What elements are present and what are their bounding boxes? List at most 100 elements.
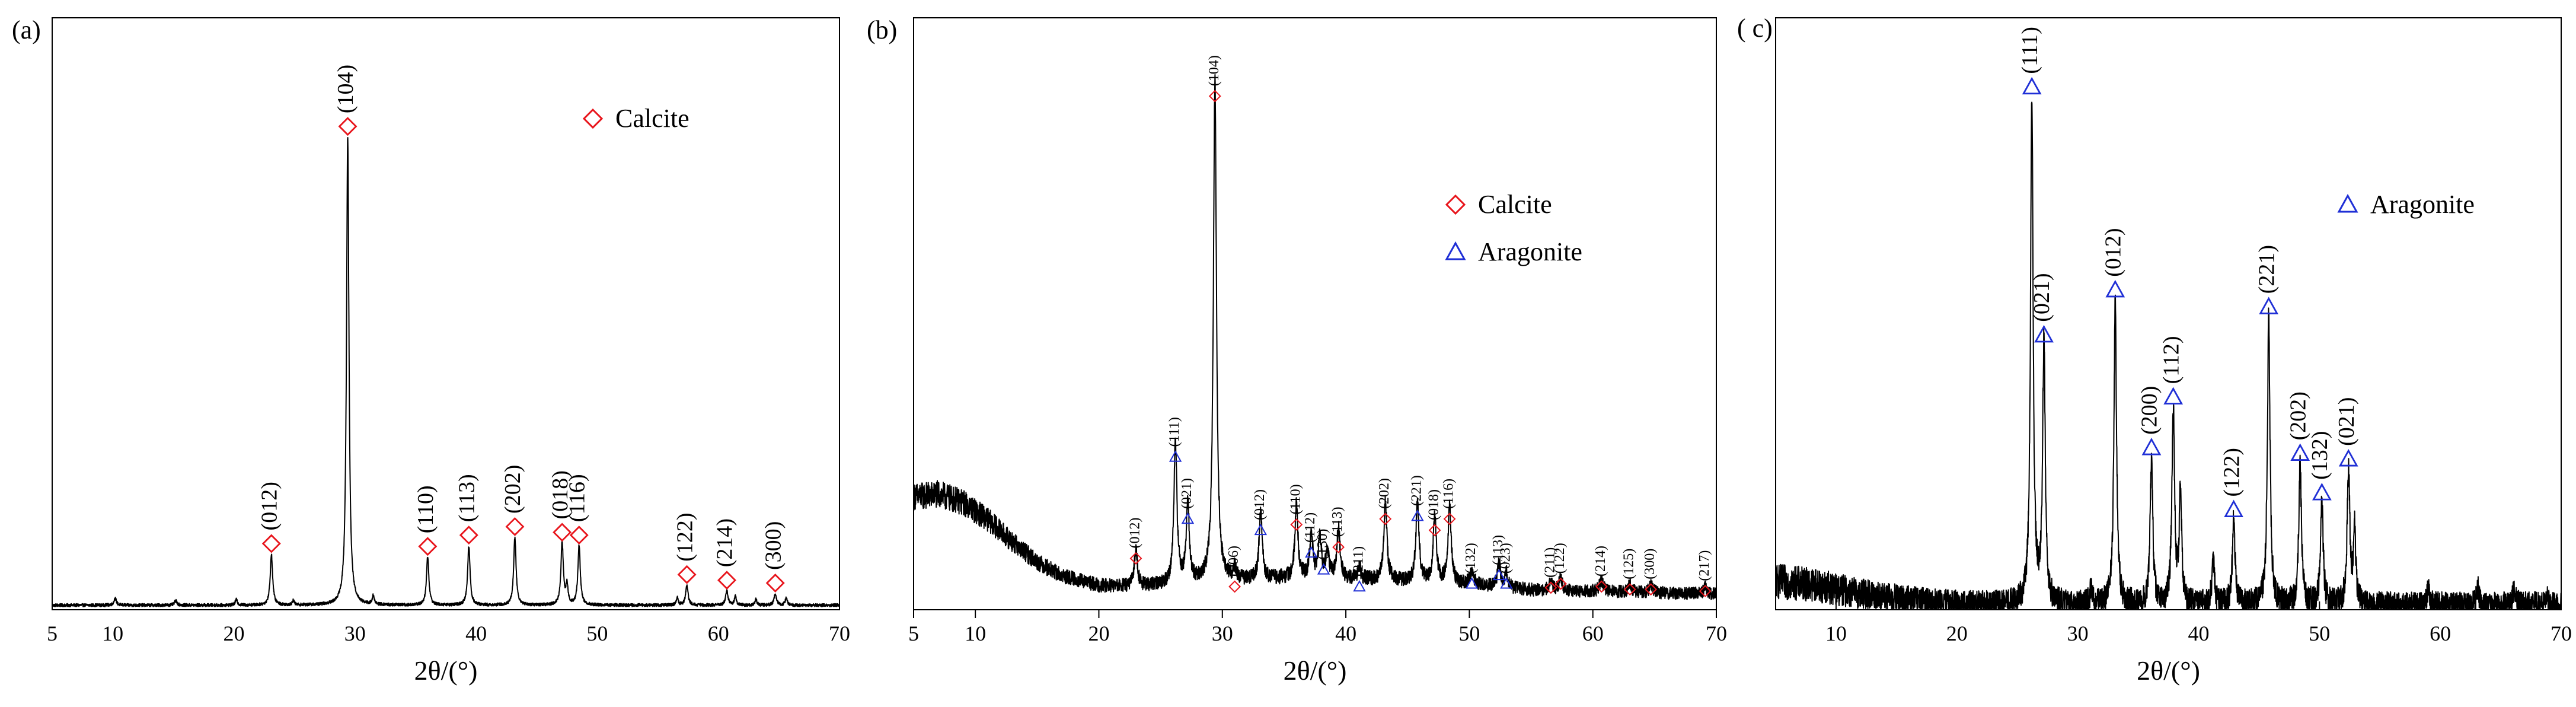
peak-label: (021) — [1179, 478, 1195, 509]
peak-label: (211) — [1351, 546, 1366, 577]
peak-label: (122) — [2219, 448, 2244, 496]
peak-label: (122) — [1552, 543, 1568, 574]
plot-frame — [1775, 17, 2562, 610]
legend-label-calcite: Calcite — [1478, 190, 1552, 219]
peak-label: (018) — [1426, 489, 1442, 520]
x-axis-label: 2θ/(°) — [414, 655, 478, 686]
calcite-peak-marker — [553, 523, 572, 542]
legend-calcite-marker — [1445, 194, 1466, 215]
xrd-trace-line — [52, 137, 840, 607]
aragonite-peak-marker — [2259, 297, 2279, 314]
peak-label: (113) — [455, 474, 480, 522]
x-tick-label: 10 — [1825, 622, 1847, 645]
aragonite-peak-marker — [2141, 437, 2162, 456]
peak-label: (012) — [257, 482, 282, 530]
peak-label: (217) — [1697, 550, 1712, 581]
aragonite-peak-marker — [2338, 449, 2358, 467]
aragonite-peak-marker — [2163, 387, 2184, 405]
calcite-peak-marker — [717, 571, 736, 590]
x-tick-label: 30 — [1212, 622, 1233, 645]
plot-frame — [913, 17, 1717, 610]
peak-label: (122) — [672, 512, 697, 561]
legend-aragonite-marker — [1445, 241, 1466, 260]
chart-panel-1: (a) 5 10 20 30 40 50 60 70 2θ/(°) (012) (104) (110) (… — [12, 15, 850, 686]
peak-label: (132) — [1463, 543, 1479, 574]
x-tick-label: 60 — [708, 622, 729, 645]
calcite-peak-marker — [569, 526, 589, 545]
x-tick-label: 30 — [344, 622, 366, 645]
peak-label: (104) — [1206, 55, 1222, 86]
x-tick-label: 50 — [1458, 622, 1480, 645]
aragonite-peak-marker — [1353, 579, 1366, 592]
panel-label: (a) — [12, 15, 41, 44]
peak-label: (300) — [761, 521, 786, 570]
peak-label: (021) — [2334, 397, 2359, 446]
peak-label: (111) — [2018, 27, 2042, 74]
aragonite-peak-marker — [1500, 577, 1513, 589]
peak-label: (116) — [1441, 479, 1457, 509]
calcite-peak-marker — [459, 526, 478, 545]
peak-label: (012) — [1252, 489, 1268, 520]
peak-label: (116) — [564, 474, 589, 522]
aragonite-peak-marker — [1254, 523, 1268, 536]
x-tick-label: 50 — [2309, 622, 2330, 645]
peak-label: (200) — [2137, 386, 2162, 435]
peak-label: (112) — [2159, 336, 2184, 384]
peak-label: (110) — [413, 485, 438, 533]
legend-aragonite-marker — [2337, 193, 2358, 213]
x-tick-label: 5 — [908, 622, 919, 645]
peak-label: (110) — [1288, 484, 1303, 514]
aragonite-peak-marker — [2034, 324, 2054, 343]
x-tick-label: 40 — [2188, 622, 2209, 645]
calcite-peak-marker — [677, 565, 697, 584]
calcite-peak-marker — [1699, 585, 1712, 598]
aragonite-peak-marker — [2022, 77, 2042, 95]
peak-label: (202) — [1377, 478, 1392, 509]
peak-label: (012) — [2101, 228, 2126, 276]
plot-frame — [52, 17, 840, 610]
peak-label: (202) — [2285, 391, 2310, 440]
peak-label: (125) — [1621, 549, 1637, 579]
x-tick-label: 40 — [1335, 622, 1356, 645]
panel-label: ( c) — [1737, 14, 1773, 43]
x-axis-label: 2θ/(°) — [1284, 655, 1347, 686]
calcite-peak-marker — [1595, 580, 1608, 593]
calcite-peak-marker — [1554, 577, 1567, 590]
aragonite-peak-marker — [1492, 568, 1506, 581]
legend-label-calcite: Calcite — [615, 104, 690, 133]
calcite-peak-marker — [1208, 90, 1221, 103]
legend-calcite-marker — [582, 108, 604, 129]
peak-label: (300) — [1642, 549, 1658, 579]
calcite-peak-marker — [1544, 581, 1557, 594]
peak-label: (214) — [1593, 546, 1608, 577]
peak-label: (202) — [500, 465, 525, 514]
aragonite-peak-marker — [1465, 577, 1479, 589]
calcite-peak-marker — [765, 574, 785, 593]
x-tick-label: 70 — [1706, 622, 1727, 645]
x-tick-label: 10 — [965, 622, 986, 645]
x-tick-label: 10 — [102, 622, 123, 645]
x-tick-label: 20 — [223, 622, 244, 645]
aragonite-peak-marker — [1169, 450, 1182, 462]
calcite-peak-marker — [1443, 512, 1456, 526]
peak-label: (221) — [2254, 245, 2279, 294]
peak-label: (132) — [2307, 431, 2332, 480]
x-tick-label: 30 — [2067, 622, 2089, 645]
legend-label-aragonite: Aragonite — [2370, 190, 2475, 219]
peak-label: (214) — [713, 518, 738, 567]
x-tick-label: 60 — [2430, 622, 2451, 645]
calcite-peak-marker — [1428, 524, 1441, 537]
calcite-peak-marker — [261, 534, 281, 553]
calcite-peak-marker — [1379, 512, 1392, 526]
x-tick-label: 60 — [1582, 622, 1604, 645]
peak-label: (113) — [1490, 535, 1506, 565]
peak-label: (018) — [548, 470, 573, 519]
peak-label: (023) — [1498, 543, 1513, 574]
calcite-peak-marker — [1228, 580, 1241, 593]
calcite-peak-marker — [505, 517, 525, 536]
peak-label: (112) — [1303, 512, 1318, 543]
peak-label: (130) — [1315, 528, 1330, 559]
x-tick-label: 50 — [586, 622, 608, 645]
calcite-peak-marker — [338, 117, 357, 136]
legend-label-aragonite: Aragonite — [1478, 237, 1582, 266]
